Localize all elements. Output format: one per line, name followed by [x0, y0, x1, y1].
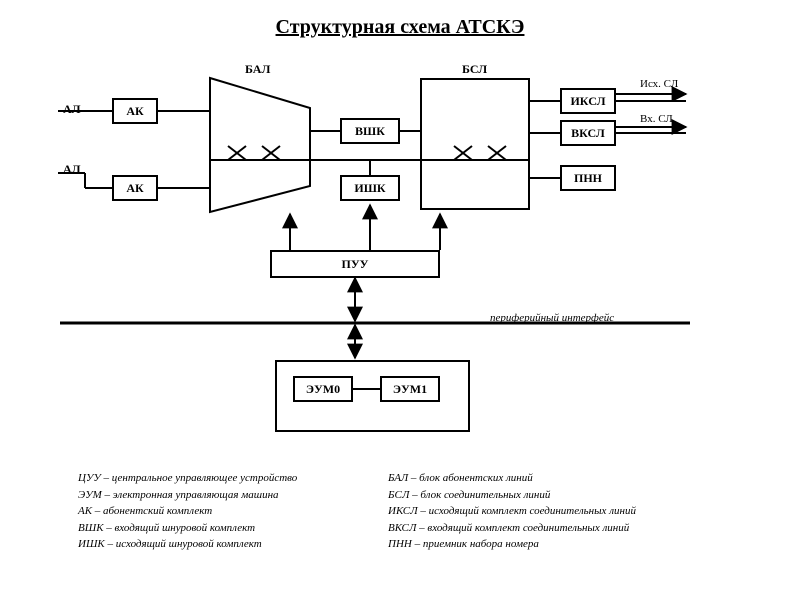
legend-row: БАЛ – блок абонентских линий	[388, 470, 708, 487]
legend-row: ЦУУ – центральное управляющее устройство	[78, 470, 358, 487]
legend-row: АК – абонентский комплект	[78, 503, 358, 520]
diagram-svg	[0, 0, 800, 460]
legend-row: ВШК – входящий шнуровой комплект	[78, 520, 358, 537]
legend-row: ЭУМ – электронная управляющая машина	[78, 487, 358, 504]
legend-left: ЦУУ – центральное управляющее устройство…	[78, 470, 358, 553]
legend-row: БСЛ – блок соединительных линий	[388, 487, 708, 504]
legend-row: ИШК – исходящий шнуровой комплект	[78, 536, 358, 553]
legend-row: ПНН – приемник набора номера	[388, 536, 708, 553]
legend-right: БАЛ – блок абонентских линий БСЛ – блок …	[388, 470, 708, 553]
legend-row: ИКСЛ – исходящий комплект соединительных…	[388, 503, 708, 520]
legend-row: ВКСЛ – входящий комплект соединительных …	[388, 520, 708, 537]
